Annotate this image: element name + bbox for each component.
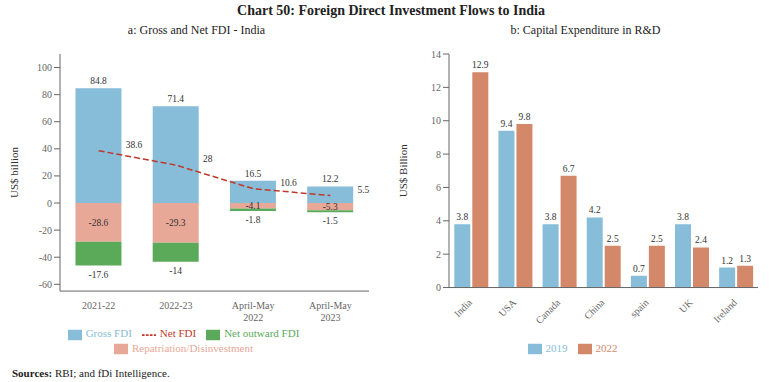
svg-text:1.2: 1.2 (721, 256, 733, 266)
svg-text:3.8: 3.8 (677, 212, 689, 222)
svg-text:India: India (452, 296, 475, 319)
html-text:Repatriation/Disinvestment: Repatriation/Disinvestment (132, 341, 253, 354)
html-text:a: Gross and Net FDI - India: a: Gross and Net FDI - India (127, 23, 266, 37)
svg-text:US$ Billion: US$ Billion (397, 144, 409, 197)
svg-text:6: 6 (436, 182, 441, 193)
html-text:b: Capital Expenditure in R&D: b: Capital Expenditure in R&D (510, 23, 661, 37)
svg-text:-14: -14 (169, 266, 182, 276)
svg-text:100: 100 (37, 62, 52, 73)
svg-text:-5.3: -5.3 (323, 202, 338, 212)
svg-text:2.5: 2.5 (607, 234, 619, 244)
svg-text:-4.1: -4.1 (245, 201, 260, 211)
svg-text:12.9: 12.9 (472, 60, 489, 70)
svg-text:4.2: 4.2 (589, 205, 601, 215)
svg-text:-1.8: -1.8 (245, 215, 260, 225)
svg-text:1.3: 1.3 (739, 254, 751, 264)
svg-text:40: 40 (42, 143, 52, 154)
svg-text:4: 4 (436, 215, 441, 226)
svg-text:Canada: Canada (533, 296, 562, 325)
svg-text:2022-23: 2022-23 (159, 300, 192, 311)
svg-text:-20: -20 (39, 225, 52, 236)
html-text:Net outward FDI: Net outward FDI (224, 327, 300, 340)
svg-text:84.8: 84.8 (90, 76, 107, 86)
svg-text:UK: UK (677, 296, 696, 315)
svg-text:9.4: 9.4 (501, 119, 513, 129)
svg-text:3.8: 3.8 (545, 212, 557, 222)
svg-text:2.4: 2.4 (695, 235, 707, 245)
html-text:Sources: RBI; and fDi Intellig: Sources: RBI; and fDi Intelligence. (12, 367, 170, 379)
svg-text:20: 20 (42, 170, 52, 181)
svg-text:China: China (582, 296, 607, 321)
svg-text:-28.6: -28.6 (89, 218, 109, 228)
svg-text:9.8: 9.8 (519, 112, 531, 122)
svg-text:80: 80 (42, 89, 52, 100)
svg-text:0: 0 (436, 282, 441, 293)
svg-text:12: 12 (431, 82, 441, 93)
svg-text:14: 14 (431, 49, 441, 60)
html-text:Net FDI: Net FDI (159, 327, 197, 340)
svg-text:US$ billion: US$ billion (8, 147, 20, 199)
svg-text:10: 10 (431, 115, 441, 126)
svg-text:Ireland: Ireland (711, 297, 739, 325)
svg-text:0: 0 (47, 198, 52, 209)
svg-text:2021-22: 2021-22 (82, 300, 115, 311)
svg-text:16.5: 16.5 (245, 169, 262, 179)
svg-text:6.7: 6.7 (563, 164, 575, 174)
svg-text:28: 28 (203, 154, 213, 164)
svg-text:8: 8 (436, 149, 441, 160)
svg-text:71.4: 71.4 (167, 94, 184, 104)
html-text:2019: 2019 (545, 341, 568, 354)
svg-text:spain: spain (628, 297, 651, 320)
svg-text:60: 60 (42, 116, 52, 127)
svg-text:12.2: 12.2 (322, 174, 339, 184)
html-text:2022: 2022 (595, 341, 618, 354)
svg-text:0.7: 0.7 (633, 264, 645, 274)
svg-text:-60: -60 (39, 279, 52, 290)
svg-text:38.6: 38.6 (126, 140, 143, 150)
svg-text:April-May2022: April-May2022 (232, 300, 275, 323)
svg-text:USA: USA (496, 296, 518, 318)
html-text:Chart 50: Foreign Direct Inves: Chart 50: Foreign Direct Investment Flow… (237, 3, 545, 18)
svg-text:10.6: 10.6 (280, 178, 297, 188)
svg-text:3.8: 3.8 (456, 212, 468, 222)
svg-text:-1.5: -1.5 (323, 216, 338, 226)
svg-text:-29.3: -29.3 (166, 218, 186, 228)
svg-text:April-May2023: April-May2023 (309, 300, 352, 323)
svg-text:-40: -40 (39, 252, 52, 263)
svg-text:2: 2 (436, 249, 441, 260)
svg-text:-17.6: -17.6 (89, 270, 109, 280)
svg-text:2.5: 2.5 (651, 234, 663, 244)
html-text:Gross FDI: Gross FDI (85, 327, 132, 340)
svg-text:5.5: 5.5 (357, 185, 369, 195)
